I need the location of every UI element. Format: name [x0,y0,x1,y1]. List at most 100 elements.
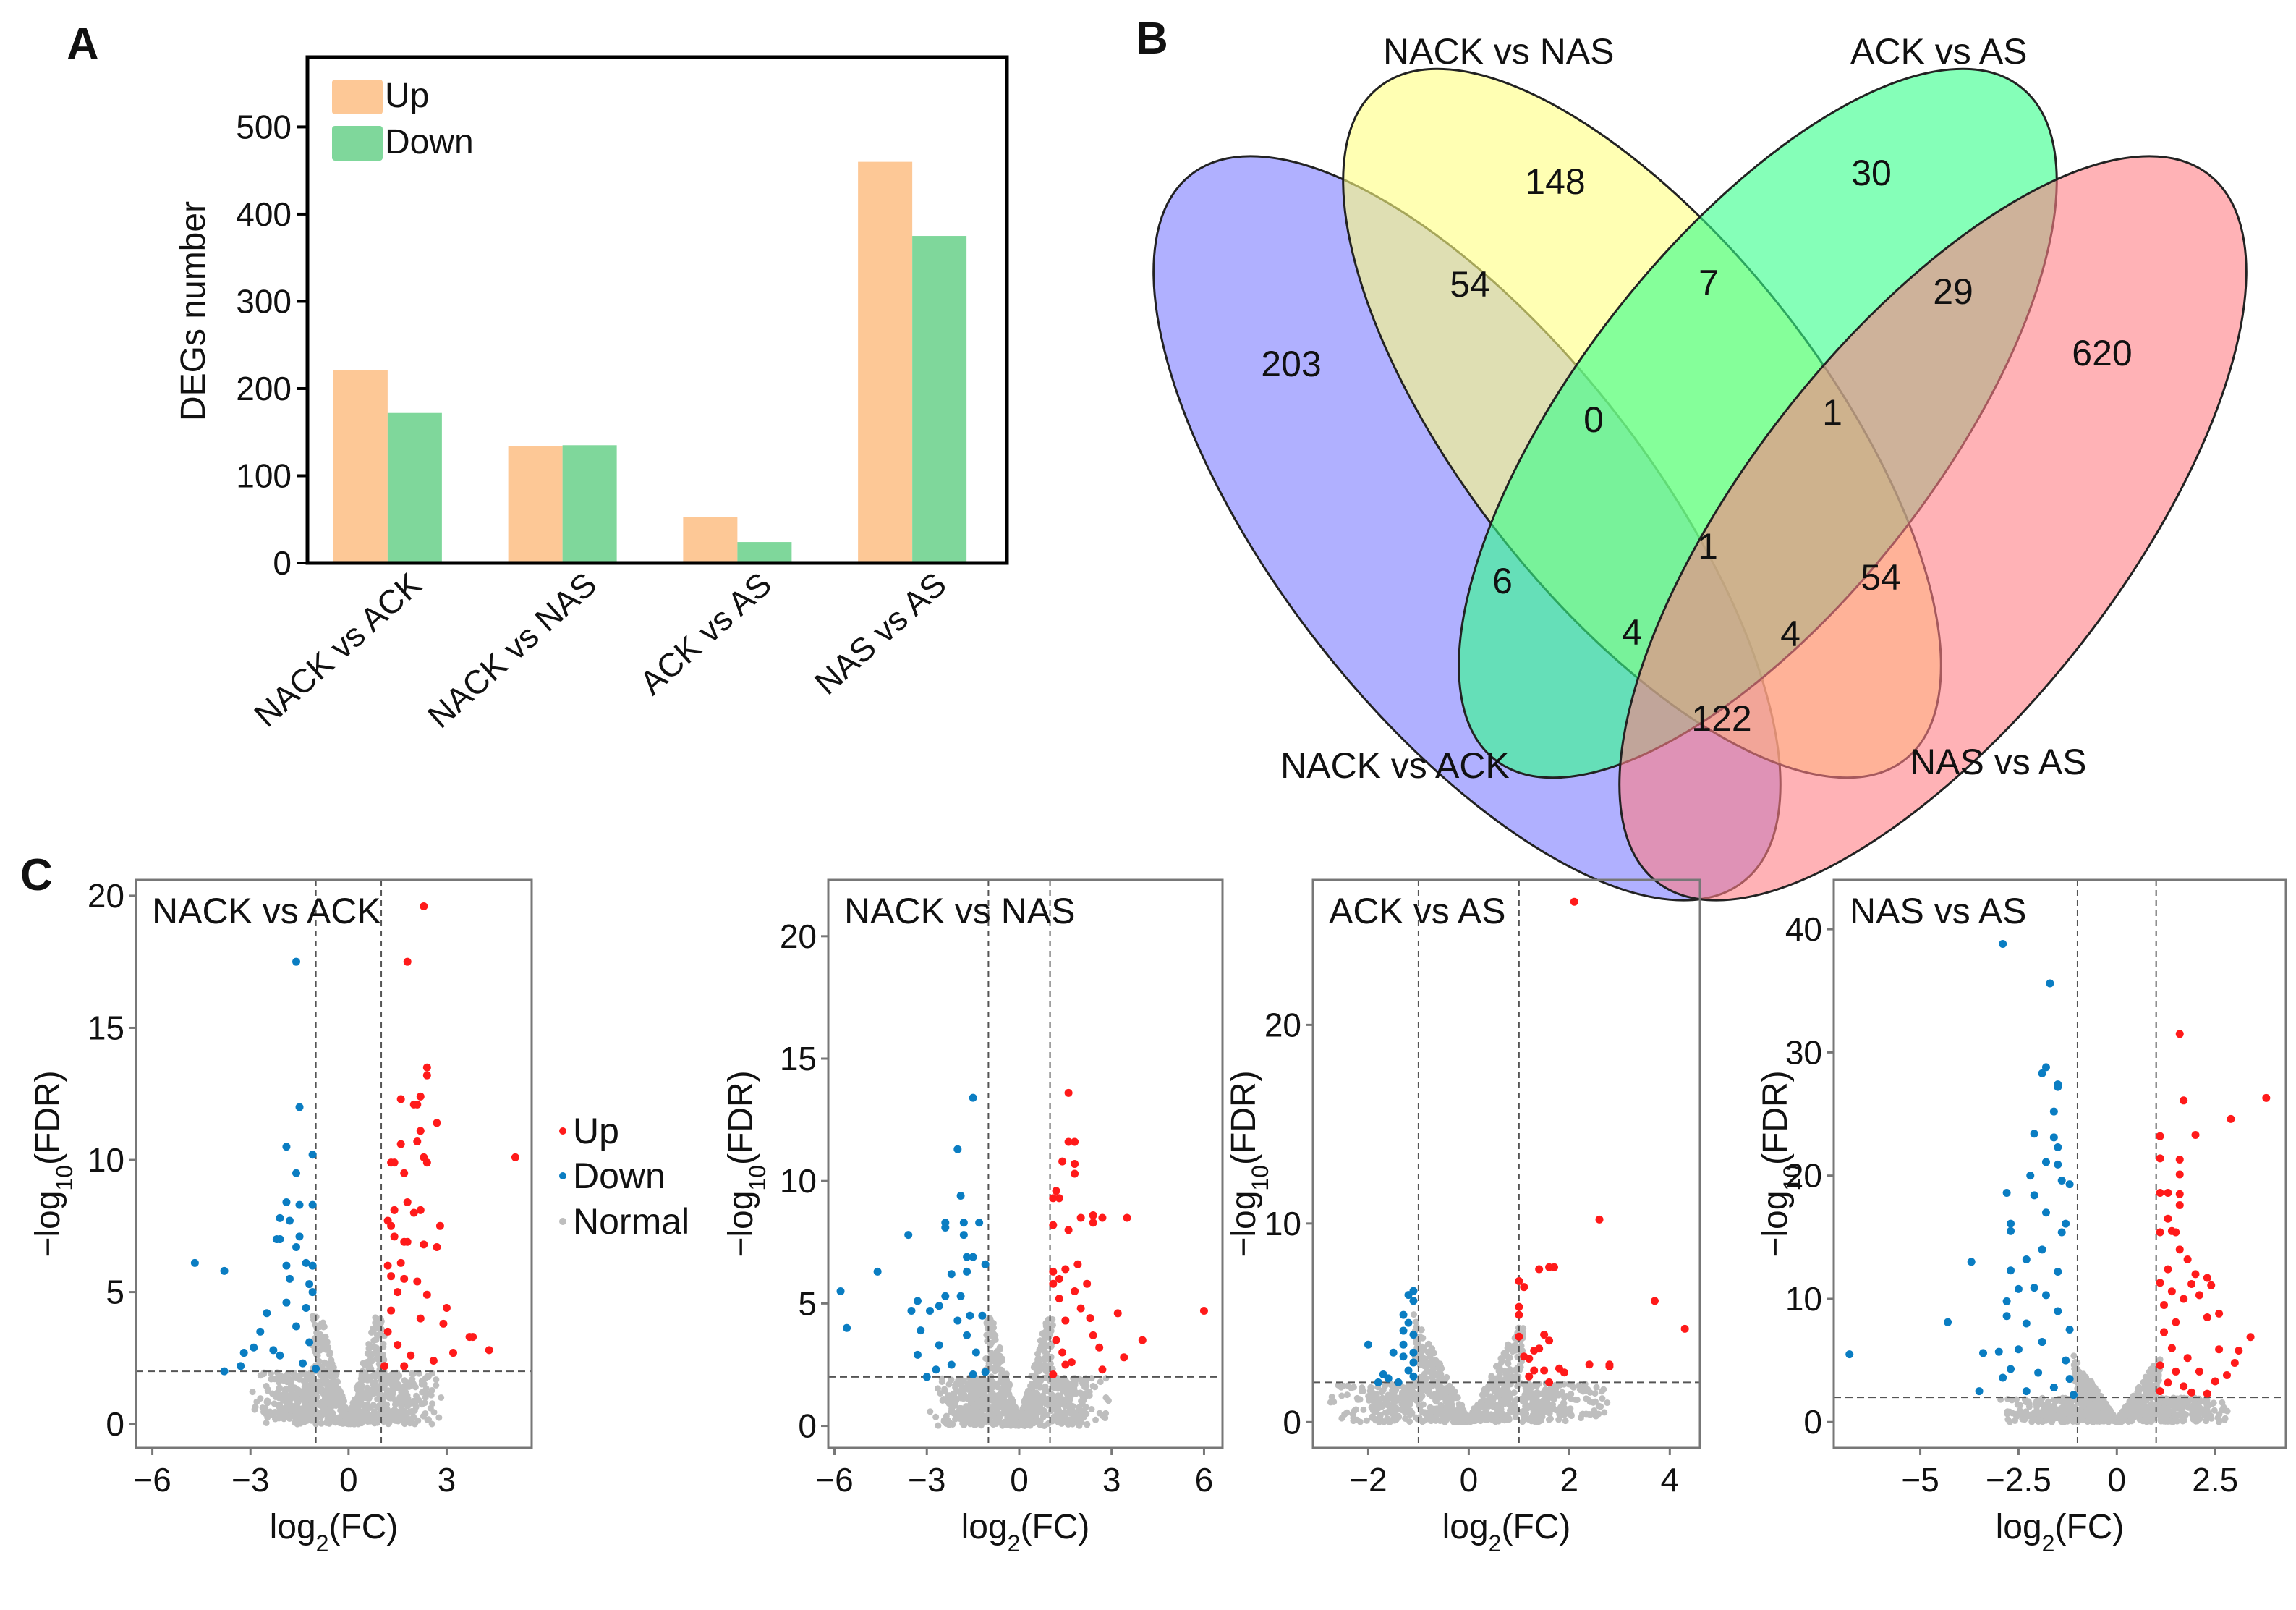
point-normal [1102,1375,1110,1382]
point-down [256,1327,265,1336]
point-normal [331,1385,339,1392]
volcano-title: NAS vs AS [1850,891,2027,931]
point-normal [264,1387,271,1394]
point-down [2065,1180,2074,1189]
point-normal [329,1412,336,1420]
point-normal [1054,1407,1061,1415]
point-normal [1062,1402,1069,1410]
venn-region-nack-vs-nas-and-nas-vs-as: 54 [1861,557,1901,598]
point-normal [1041,1355,1048,1363]
bar-legend: Up Down [332,77,474,161]
point-normal [973,1407,980,1414]
point-down [250,1343,258,1352]
point-normal [2156,1356,2164,1363]
point-normal [1525,1394,1532,1401]
point-up [1515,1332,1523,1341]
point-normal [435,1414,443,1421]
point-normal [1410,1311,1417,1318]
point-down [2054,1143,2062,1152]
point-normal [2146,1373,2153,1381]
point-normal [268,1376,275,1383]
point-normal [364,1418,371,1425]
point-normal [1458,1418,1465,1425]
point-up [420,902,428,911]
point-up [1058,1348,1067,1357]
point-down [305,1338,314,1347]
point-normal [1350,1418,1357,1425]
x-tick-label: 0 [339,1461,358,1499]
point-normal [2017,1402,2024,1409]
point-normal [338,1398,345,1405]
point-down [2002,1297,2011,1305]
point-normal [251,1406,258,1413]
venn-label-ack-vs-as: ACK vs AS [1850,31,2028,72]
point-normal [1556,1381,1563,1389]
point-normal [1497,1355,1505,1362]
point-normal [1369,1394,1376,1401]
point-normal [1521,1409,1528,1416]
point-normal [387,1411,394,1418]
point-down [292,1243,301,1252]
point-down [981,1368,990,1376]
point-up [409,1208,418,1217]
point-normal [1437,1410,1444,1417]
point-down [2046,979,2054,988]
point-normal [1590,1399,1597,1406]
point-up [1520,1283,1528,1292]
point-down [282,1143,291,1151]
point-up [1680,1324,1689,1333]
point-normal [1036,1347,1043,1354]
point-down [2041,1208,2050,1217]
y-tick-label: 20 [88,877,124,915]
point-up [1545,1336,1554,1345]
point-up [416,1206,425,1214]
point-normal [1064,1379,1071,1386]
point-normal [1435,1393,1442,1400]
bar-marks [333,161,967,563]
point-normal [997,1399,1004,1406]
legend-label-normal: Normal [573,1201,689,1242]
point-down [953,1316,962,1325]
point-up [1515,1310,1523,1319]
point-up [1055,1295,1063,1303]
point-normal [364,1389,371,1396]
point-up [413,1137,422,1145]
legend-dot-up [559,1127,566,1135]
point-down [907,1307,916,1315]
point-normal [364,1384,371,1391]
point-up [2156,1189,2164,1198]
point-normal [1044,1411,1051,1418]
x-tick-label: 3 [1102,1461,1121,1499]
point-up [400,1362,409,1370]
point-down [2007,1226,2015,1235]
point-up [2156,1361,2164,1370]
point-up [449,1349,458,1357]
x-tick-label: NAS vs AS [807,565,953,702]
point-normal [1050,1415,1057,1423]
point-normal [339,1418,346,1425]
point-normal [413,1392,420,1399]
point-normal [985,1402,992,1410]
point-normal [1416,1333,1424,1340]
point-normal [1549,1403,1556,1410]
point-up [1089,1331,1097,1339]
point-up [2175,1170,2184,1179]
point-normal [1328,1393,1335,1400]
volcano-title: ACK vs AS [1329,891,1506,931]
point-down [2054,1160,2062,1169]
point-normal [1335,1381,1342,1389]
point-down [276,1351,284,1360]
point-normal [2072,1418,2080,1425]
point-down [2002,1189,2011,1198]
point-down [269,1346,278,1355]
point-normal [1039,1407,1046,1414]
point-down [2041,1291,2050,1300]
volcano-nas-vs-as: 0 10 20 30 40 −5 −2.5 0 2.5 NAS vs AS log2(FC) −log… [1756,878,2287,1556]
point-normal [1502,1376,1509,1383]
point-up [394,1341,402,1350]
bar-down-nas-vs-as [912,236,967,563]
point-normal [990,1324,998,1331]
point-normal [301,1418,308,1425]
point-normal [274,1375,281,1382]
point-normal [2142,1410,2149,1417]
